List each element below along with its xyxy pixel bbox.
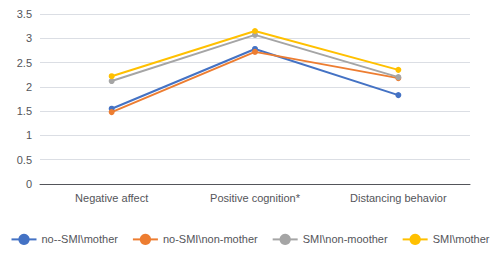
svg-text:SMI\non-moother: SMI\non-moother [303,233,388,245]
svg-text:1.5: 1.5 [17,105,32,117]
svg-text:no--SMI\mother: no--SMI\mother [41,233,118,245]
svg-text:3.5: 3.5 [17,8,32,20]
svg-text:Distancing behavior: Distancing behavior [350,192,447,204]
svg-text:no-SMI\non-mother: no-SMI\non-mother [163,233,258,245]
svg-text:2.5: 2.5 [17,57,32,69]
svg-text:0: 0 [26,178,32,190]
svg-text:3: 3 [26,32,32,44]
svg-text:1: 1 [26,129,32,141]
svg-text:Negative affect: Negative affect [75,192,148,204]
svg-text:0.5: 0.5 [17,154,32,166]
svg-text:2: 2 [26,81,32,93]
svg-text:SMI\mother: SMI\mother [433,233,490,245]
svg-text:Positive cognition*: Positive cognition* [210,192,301,204]
